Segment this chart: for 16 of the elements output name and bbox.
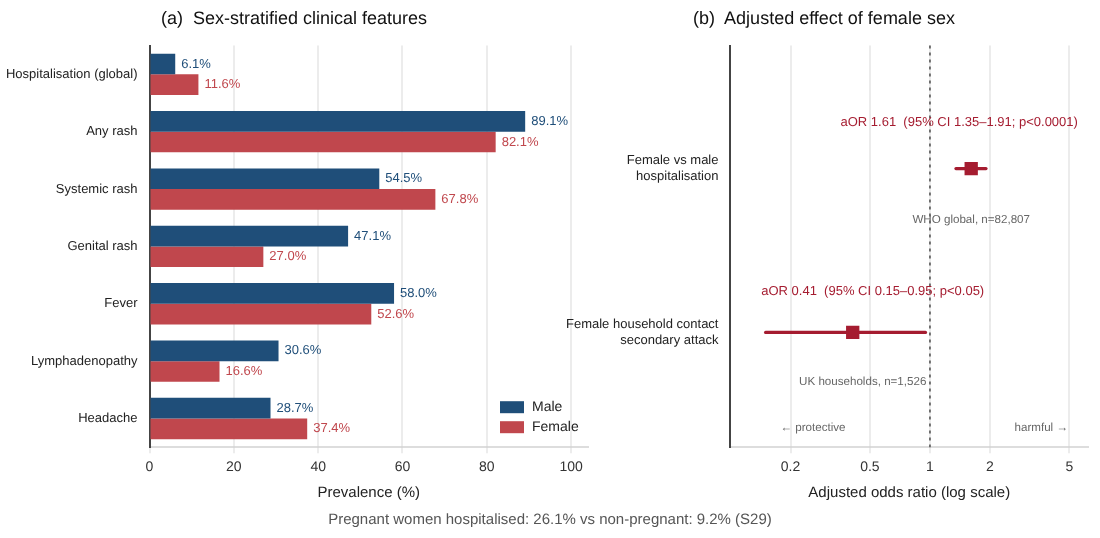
bar <box>150 361 220 382</box>
bar <box>150 189 436 210</box>
chart-title: (a) Sex-stratified clinical features <box>160 7 429 28</box>
bar <box>150 418 308 440</box>
bar <box>150 340 279 362</box>
bar <box>150 53 176 75</box>
chart-title: (b) Adjusted effect of female sex <box>693 7 956 28</box>
bar <box>150 397 271 419</box>
bar <box>150 246 264 268</box>
bar <box>150 283 395 304</box>
bar <box>150 303 372 325</box>
bar <box>150 111 526 132</box>
bar <box>150 131 496 153</box>
bar <box>150 74 199 95</box>
bar <box>150 168 380 190</box>
bar <box>150 225 349 247</box>
